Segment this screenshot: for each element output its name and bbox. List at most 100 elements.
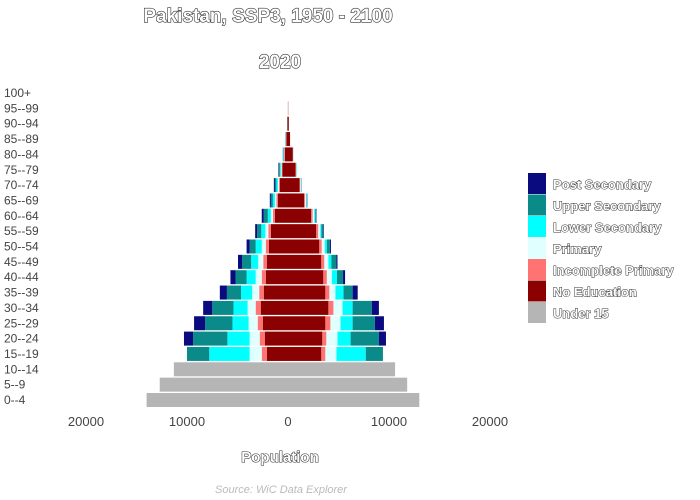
bar-male-7579-incomplete-primary (281, 162, 283, 177)
legend-label: Post Secondary (553, 177, 652, 192)
bar-female-5559-no-education (288, 224, 317, 239)
bar-female-4549-primary (324, 254, 329, 269)
bar-male-4044-no-education (265, 270, 288, 285)
age-label: 5--9 (4, 378, 26, 392)
chart-title: Pakistan, SSP3, 1950 - 2100 (143, 6, 392, 27)
legend-label: Upper Secondary (553, 199, 661, 214)
bar-female-2024-incomplete-primary (322, 331, 327, 346)
bar-female-4549-no-education (288, 254, 322, 269)
bar-male-5054-no-education (268, 239, 288, 254)
bar-female-6064-lower-secondary (314, 208, 316, 223)
x-tick-label: 0 (284, 414, 291, 429)
bar-female-4044-primary (326, 270, 332, 285)
source-note: Source: WiC Data Explorer (215, 484, 348, 496)
bar-male-4549-primary (258, 254, 264, 269)
bar-female-2529-post-secondary (374, 316, 384, 331)
bar-male-6064-post-secondary (261, 208, 264, 223)
chart-subtitle: 2020 (259, 52, 301, 73)
bar-male-6064-lower-secondary (267, 208, 271, 223)
bar-female-3034-upper-secondary (352, 300, 372, 315)
bar-male-2024-primary (249, 331, 260, 346)
bar-female-2529-incomplete-primary (325, 316, 331, 331)
legend-swatch-post-secondary (528, 173, 546, 194)
bar-male-3034-upper-secondary (212, 300, 234, 315)
legend-swatch-no-education (528, 280, 546, 302)
age-label: 70--74 (4, 178, 39, 192)
bar-male-4044-primary (255, 270, 262, 285)
bar-male-6064-upper-secondary (263, 208, 268, 223)
legend-label: Incomplete Primary (553, 263, 674, 278)
bar-female-4044-no-education (288, 270, 324, 285)
bar-female-4044-upper-secondary (336, 270, 344, 285)
bar-male-3034-no-education (260, 300, 288, 315)
legend-swatch-upper-secondary (528, 194, 546, 216)
bar-male-4044-post-secondary (230, 270, 236, 285)
bar-female-2024-primary (326, 331, 338, 346)
x-tick-label: 10000 (169, 414, 205, 429)
bar-female-5054-lower-secondary (324, 239, 327, 254)
bar-male-1519-incomplete-primary (261, 346, 267, 361)
bar-male-7074-incomplete-primary (278, 178, 280, 193)
bar-male-4549-lower-secondary (251, 254, 259, 269)
bar-female-4549-lower-secondary (328, 254, 332, 269)
bar-female-4549-upper-secondary (331, 254, 337, 269)
bar-male-2529-no-education (262, 316, 288, 331)
bar-female-5054-upper-secondary (326, 239, 330, 254)
bar-male-6569-incomplete-primary (276, 193, 278, 208)
bar-female-4044-incomplete-primary (323, 270, 327, 285)
x-axis-title: Population (241, 449, 319, 466)
bar-female-04-under-15 (288, 393, 420, 407)
bar-female-4549-incomplete-primary (321, 254, 325, 269)
bar-male-5559-no-education (270, 224, 288, 239)
bar-female-3539-post-secondary (352, 285, 358, 300)
bar-male-6569-primary (274, 193, 277, 208)
bar-male-6064-primary (270, 208, 273, 223)
bar-male-3539-upper-secondary (226, 285, 242, 300)
bar-female-6569-incomplete-primary (304, 193, 306, 208)
bar-female-3539-upper-secondary (343, 285, 353, 300)
bar-male-6064-no-education (274, 208, 288, 223)
legend-label: No Education (553, 285, 637, 300)
legend: Post Secondary Upper Secondary Lower Secon… (528, 173, 675, 323)
bar-female-2529-upper-secondary (352, 316, 375, 331)
age-label: 30--34 (4, 301, 39, 315)
bar-male-4549-upper-secondary (242, 254, 252, 269)
bar-female-3539-lower-secondary (335, 285, 344, 300)
bar-female-8084-no-education (288, 147, 293, 162)
bar-male-04-under-15 (146, 393, 288, 407)
age-label: 50--54 (4, 240, 39, 254)
bar-male-3539-lower-secondary (241, 285, 253, 300)
bar-female-1519-incomplete-primary (321, 346, 326, 361)
x-tick-label: 20000 (472, 414, 508, 429)
bar-female-5559-post-secondary (323, 224, 324, 239)
bar-male-1519-no-education (266, 346, 288, 361)
bar-male-5559-primary (265, 224, 269, 239)
bar-male-7074-post-secondary (273, 178, 275, 193)
bar-male-6064-incomplete-primary (272, 208, 275, 223)
bar-male-3539-post-secondary (219, 285, 227, 300)
bar-male-7579-lower-secondary (279, 162, 281, 177)
bar-male-1519-primary (249, 346, 262, 361)
bar-male-3539-incomplete-primary (259, 285, 264, 300)
bar-male-3034-incomplete-primary (255, 300, 261, 315)
bar-female-7579-no-education (288, 162, 296, 177)
legend-swatch-incomplete-primary (528, 259, 546, 280)
bar-female-6569-primary (305, 193, 307, 208)
bar-male-5054-incomplete-primary (265, 239, 269, 254)
age-label: 60--64 (4, 209, 39, 223)
bar-male-1014-under-15 (173, 362, 288, 377)
bar-male-6569-post-secondary (269, 193, 271, 208)
bar-female-5054-incomplete-primary (319, 239, 322, 254)
bar-female-3034-no-education (288, 300, 329, 315)
bar-female-1519-primary (325, 346, 337, 361)
bar-female-1014-under-15 (288, 362, 396, 377)
bar-female-6064-no-education (288, 208, 312, 223)
bar-male-5559-incomplete-primary (268, 224, 271, 239)
bar-male-7074-no-education (279, 178, 288, 193)
bar-male-2529-primary (248, 316, 258, 331)
bar-female-3539-primary (329, 285, 336, 300)
bar-male-7579-post-secondary (278, 162, 279, 177)
bar-male-2024-upper-secondary (193, 331, 228, 346)
legend-label: Lower Secondary (553, 220, 662, 235)
